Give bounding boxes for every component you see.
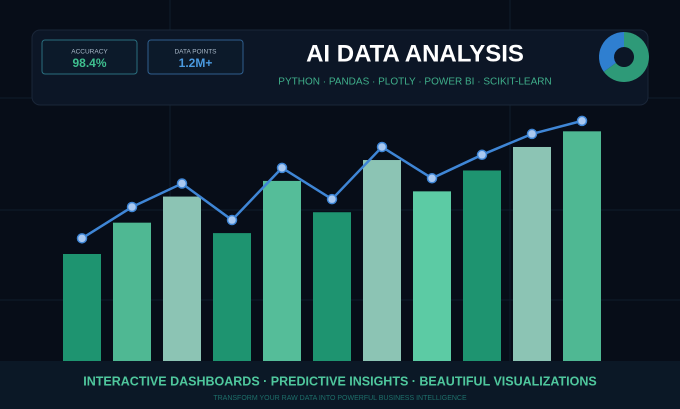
bar [513, 146, 551, 361]
bar [263, 180, 301, 361]
stat-label: DATA POINTS [174, 49, 217, 56]
line-point [76, 233, 88, 244]
line-point [326, 193, 338, 205]
stat-value: 1.2M+ [179, 56, 213, 70]
line-point [476, 149, 488, 161]
chart-subtitle: PYTHON · PANDAS · PLOTLY · POWER BI · SC… [278, 77, 551, 88]
bar [63, 253, 101, 361]
bar [113, 222, 151, 361]
line-point [526, 128, 538, 140]
chart-title: AI DATA ANALYSIS [306, 40, 524, 67]
footer-tagline: TRANSFORM YOUR RAW DATA INTO POWERFUL BU… [213, 395, 467, 402]
bar [563, 131, 601, 361]
stat-label: ACCURACY [71, 49, 108, 56]
line-point [226, 214, 238, 226]
donut-slice [603, 32, 649, 83]
stat-card [147, 39, 244, 75]
bar [413, 191, 451, 361]
stat-value: 98.4% [72, 56, 106, 70]
footer-band [0, 361, 680, 409]
bar [363, 160, 401, 361]
bar [313, 212, 351, 361]
bar [463, 170, 501, 361]
stat-card [41, 39, 138, 75]
line-point [276, 162, 288, 174]
line-point [176, 178, 188, 189]
donut-slice [599, 32, 624, 72]
bar [213, 233, 251, 361]
line-point [126, 201, 138, 213]
line-point [426, 173, 438, 184]
footer-headline: INTERACTIVE DASHBOARDS · PREDICTIVE INSI… [83, 374, 596, 388]
line-point [376, 141, 388, 153]
bar [163, 196, 201, 361]
line-point [576, 115, 588, 127]
